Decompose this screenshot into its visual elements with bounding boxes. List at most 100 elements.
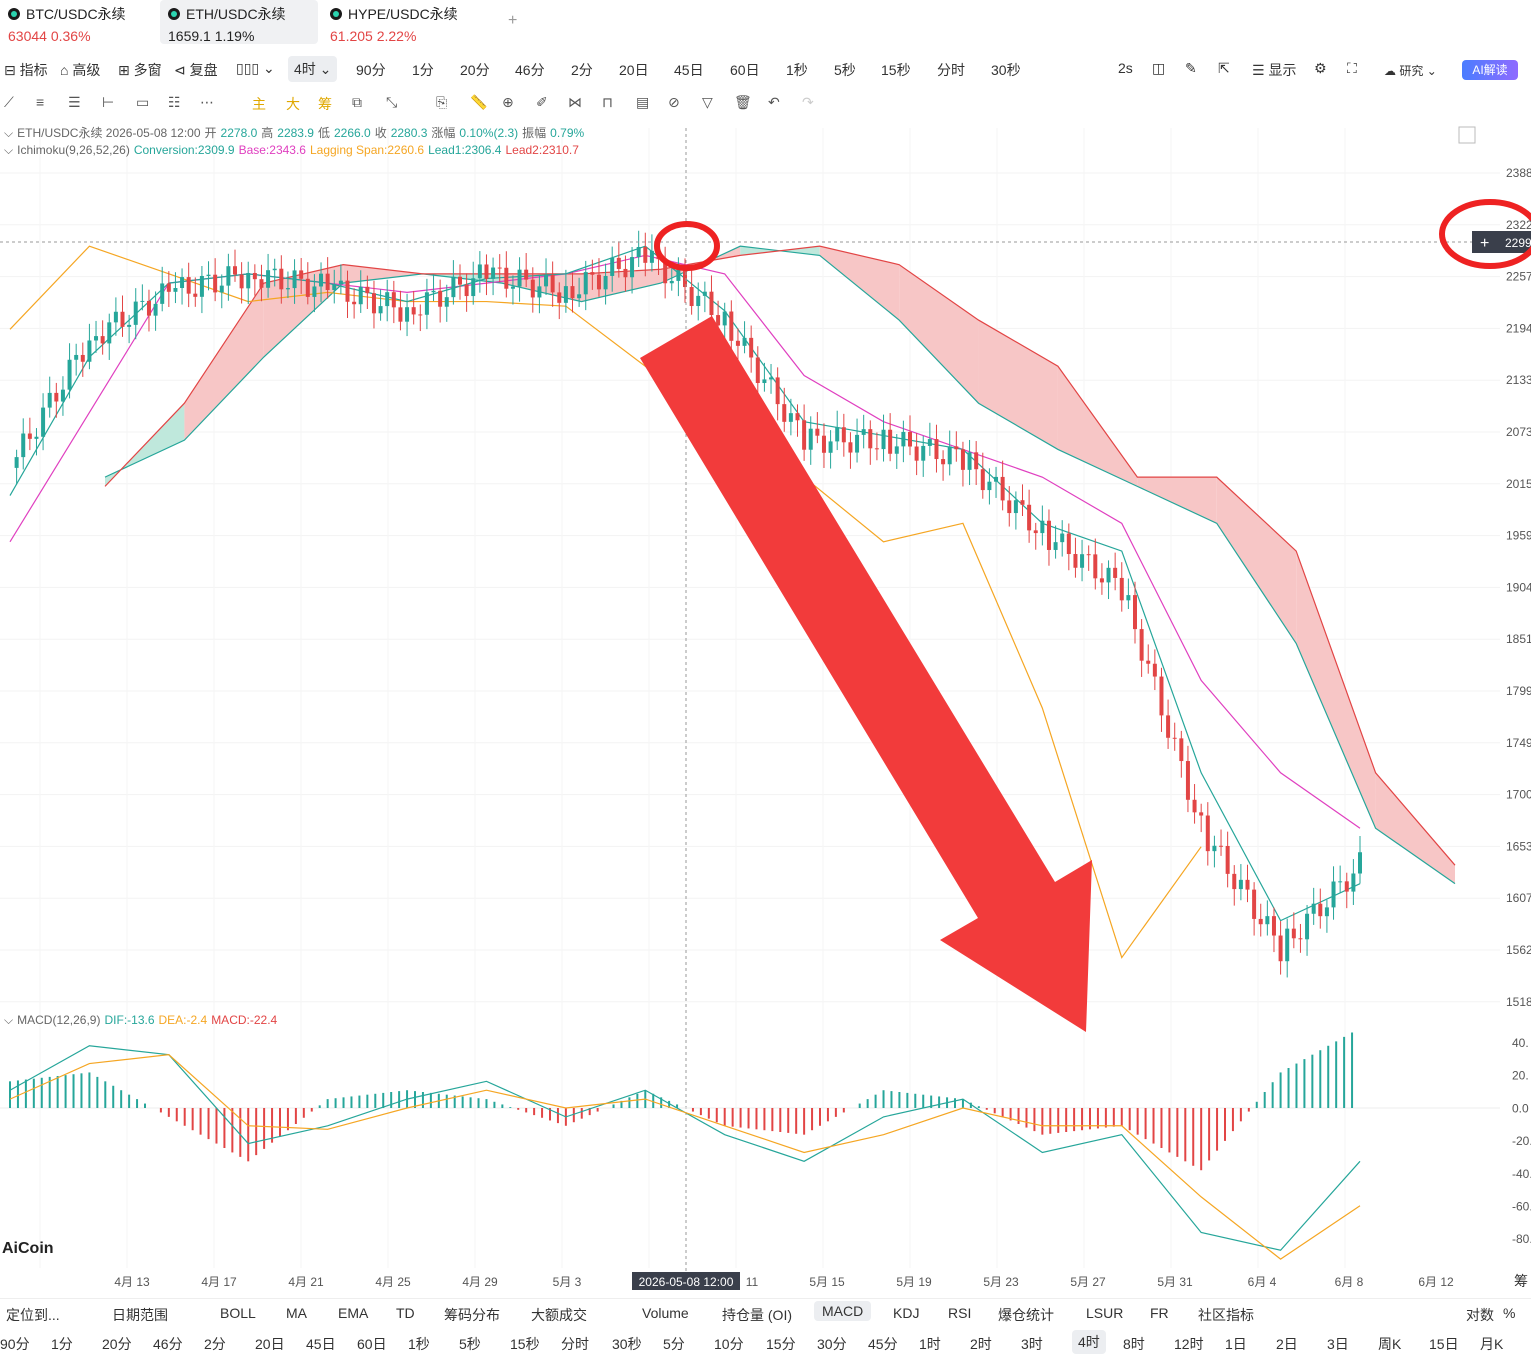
trash-icon[interactable]: 🗑 [734, 94, 752, 110]
indicator-option[interactable]: % [1503, 1305, 1516, 1321]
indicator-option[interactable]: 社区指标 [1198, 1307, 1254, 1323]
timeframe-option[interactable]: 20分 [102, 1336, 132, 1352]
indicator-option[interactable]: FR [1150, 1305, 1169, 1321]
share-icon[interactable]: ⇱ [1218, 60, 1230, 76]
ruler-icon[interactable]: 📏 [470, 94, 488, 110]
timeframe-option[interactable]: 1秒 [786, 62, 808, 78]
timeframe-selected[interactable]: 4时 ⌄ [288, 56, 338, 82]
timeframe-option[interactable]: 15分 [766, 1336, 796, 1352]
timeframe-option[interactable]: 5秒 [834, 62, 856, 78]
compare-icon[interactable]: ⧉ [352, 94, 362, 110]
advanced-button[interactable]: ⌂ 高级 [60, 62, 101, 78]
timeframe-option[interactable]: 20分 [460, 62, 490, 78]
indicator-option[interactable]: 对数 [1466, 1307, 1494, 1323]
timeframe-option[interactable]: 1分 [51, 1336, 73, 1352]
settings-icon[interactable]: ⚙ [1314, 60, 1327, 76]
timeframe-option[interactable]: 30秒 [991, 62, 1021, 78]
add-tab-button[interactable]: + [508, 12, 518, 29]
timeframe-option[interactable]: 4时 [1072, 1330, 1106, 1354]
filter-icon[interactable]: ▽ [702, 94, 713, 110]
zoom-icon[interactable]: ⊕ [502, 94, 514, 110]
timeframe-option[interactable]: 15秒 [510, 1336, 540, 1352]
template-icon[interactable]: ▤ [636, 94, 650, 110]
timeframe-option[interactable]: 分时 [937, 62, 965, 78]
indicator-option[interactable]: MA [286, 1305, 307, 1321]
tab-hype[interactable]: HYPE/USDC永续 61.205 2.22% [330, 6, 458, 44]
timeframe-option[interactable]: 1分 [412, 62, 434, 78]
big-trade-toggle[interactable]: 大 [286, 96, 300, 112]
timeframe-option[interactable]: 30分 [817, 1336, 847, 1352]
indicator-option[interactable]: LSUR [1086, 1305, 1124, 1321]
timeframe-option[interactable]: 2时 [970, 1336, 992, 1352]
timeframe-option[interactable]: 15秒 [881, 62, 911, 78]
indicator-option[interactable]: RSI [948, 1305, 972, 1321]
indicator-option[interactable]: 大额成交 [531, 1307, 587, 1323]
indicator-option[interactable]: 定位到... [6, 1307, 60, 1323]
main-chart-toggle[interactable]: 主 [252, 96, 266, 112]
timeframe-option[interactable]: 12时 [1174, 1336, 1204, 1352]
timeframe-option[interactable]: 1时 [919, 1336, 941, 1352]
fullscreen-icon[interactable]: ⛶ [1347, 60, 1357, 76]
camera-icon[interactable]: ◫ [1152, 60, 1166, 76]
tab-btc[interactable]: BTC/USDC永续 63044 0.36% [8, 6, 126, 44]
indicators-button[interactable]: ⊟ 指标 [4, 62, 48, 78]
candle-type-icon[interactable]: ▯▯▯ ⌄ [236, 60, 275, 76]
timeframe-option[interactable]: 2日 [1276, 1336, 1298, 1352]
timeframe-option[interactable]: 15日 [1429, 1336, 1459, 1352]
brush-icon[interactable]: ✐ [536, 94, 548, 110]
timeframe-option[interactable]: 月K [1480, 1336, 1504, 1352]
timeframe-option[interactable]: 5秒 [459, 1336, 481, 1352]
more-icon[interactable]: ⋯ [200, 94, 214, 110]
indicator-option[interactable]: 筹码分布 [444, 1307, 500, 1323]
chips-toggle[interactable]: 筹 [318, 96, 332, 112]
pen-icon[interactable]: ✎ [1185, 60, 1197, 76]
timeframe-option[interactable]: 46分 [515, 62, 545, 78]
trendline-icon[interactable]: ⟋ [4, 94, 14, 110]
tab-eth[interactable]: ETH/USDC永续 1659.1 1.19% [160, 0, 318, 44]
timeframe-option[interactable]: 30秒 [612, 1336, 642, 1352]
indicator-option[interactable]: Volume [642, 1305, 689, 1321]
timeframe-option[interactable]: 20日 [255, 1336, 285, 1352]
horizontal-line-icon[interactable]: ⊢ [102, 94, 115, 110]
price-chart[interactable]: +2299 2388 2322 2257 2194 2133 2073 2015 1959 190… [0, 118, 1531, 1296]
replay-button[interactable]: ⊲ 复盘 [174, 62, 218, 78]
timeframe-option[interactable]: 1日 [1225, 1336, 1247, 1352]
indicator-option[interactable]: KDJ [893, 1305, 920, 1321]
sync-icon[interactable]: ⊘ [668, 94, 680, 110]
indicator-option[interactable]: EMA [338, 1305, 369, 1321]
timeframe-option[interactable]: 2分 [204, 1336, 226, 1352]
timeframe-option[interactable]: 10分 [714, 1336, 744, 1352]
timeframe-option[interactable]: 1秒 [408, 1336, 430, 1352]
timeframe-option[interactable]: 45日 [674, 62, 704, 78]
refresh-interval[interactable]: 2s [1118, 60, 1133, 76]
rectangle-icon[interactable]: ▭ [136, 94, 150, 110]
redo-icon[interactable]: ↷ [802, 94, 814, 110]
timeframe-option[interactable]: 20日 [619, 62, 649, 78]
timeframe-option[interactable]: 45分 [868, 1336, 898, 1352]
timeframe-option[interactable]: 60日 [357, 1336, 387, 1352]
research-button[interactable]: ☁ 研究 ⌄ [1384, 64, 1437, 78]
indicator-option[interactable]: MACD [814, 1301, 872, 1321]
lock-icon[interactable]: ⊓ [602, 94, 613, 110]
indicator-option[interactable]: 持仓量 (OI) [722, 1307, 792, 1323]
indicator-option[interactable]: TD [396, 1305, 415, 1321]
copy-icon[interactable]: ⎘ [436, 94, 448, 110]
magnet-icon[interactable]: ⋈ [568, 94, 582, 110]
timeframe-option[interactable]: 60日 [730, 62, 760, 78]
multi-window-button[interactable]: ⊞ 多窗 [118, 62, 162, 78]
undo-icon[interactable]: ↶ [768, 94, 780, 110]
timeframe-option[interactable]: 90分 [0, 1336, 30, 1352]
parallel-lines-icon[interactable]: ☰ [68, 94, 81, 110]
timeframe-option[interactable]: 45日 [306, 1336, 336, 1352]
timeframe-option[interactable]: 5分 [663, 1336, 685, 1352]
timeframe-option[interactable]: 8时 [1123, 1336, 1145, 1352]
display-button[interactable]: ☰ 显示 [1252, 62, 1297, 78]
fib-icon[interactable]: ☷ [168, 94, 181, 110]
measure-icon[interactable]: ⤡ [386, 94, 398, 110]
ai-interpret-button[interactable]: AI解读 [1462, 60, 1518, 80]
channel-icon[interactable]: ≡ [36, 94, 45, 110]
indicator-option[interactable]: BOLL [220, 1305, 256, 1321]
timeframe-option[interactable]: 分时 [561, 1336, 589, 1352]
timeframe-option[interactable]: 3日 [1327, 1336, 1349, 1352]
indicator-option[interactable]: 日期范围 [112, 1307, 168, 1323]
